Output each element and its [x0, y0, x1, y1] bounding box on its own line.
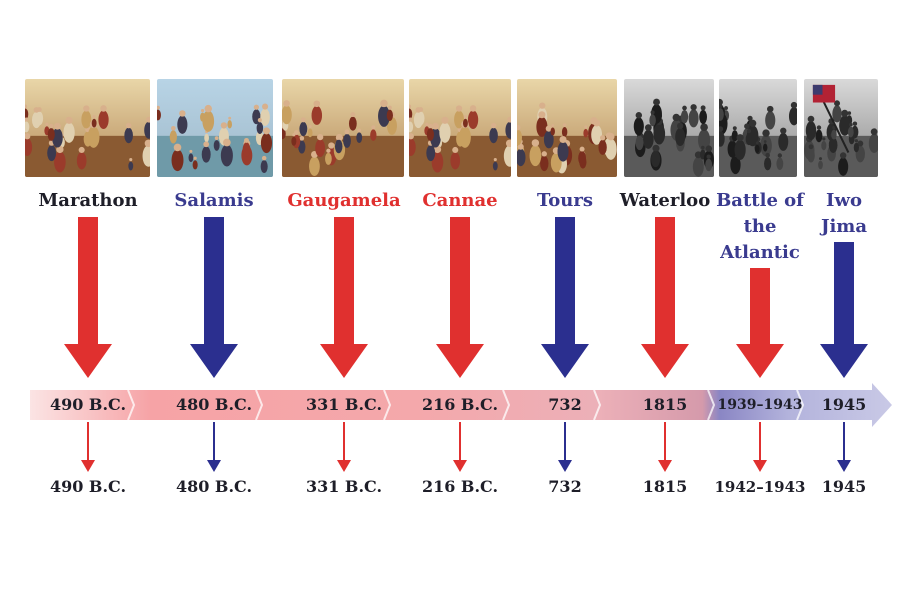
band-segment-dividers	[127, 389, 805, 421]
small-down-arrow-icon	[753, 422, 767, 472]
arrow-shape	[541, 217, 589, 378]
arrow-head	[453, 460, 467, 472]
bottom-year-atlantic: 1942–1943	[714, 478, 806, 496]
timeline-band-shape	[30, 383, 892, 427]
band-chevron	[127, 389, 136, 421]
battle-image-cannae	[409, 79, 511, 177]
arrow-shape	[641, 217, 689, 378]
down-arrow-icon	[64, 217, 112, 378]
band-year-atlantic: 1939–1943	[717, 397, 803, 413]
down-arrow-icon	[541, 217, 589, 378]
bottom-year-cannae: 216 B.C.	[421, 477, 499, 496]
small-down-arrow-icon	[453, 422, 467, 472]
band-chevron	[383, 389, 392, 421]
small-down-arrow-icon	[558, 422, 572, 472]
band-year-marathon: 490 B.C.	[49, 395, 127, 414]
battle-name-iwojima: Iwo Jima	[820, 190, 868, 237]
band-year-cannae: 216 B.C.	[421, 395, 499, 414]
band-chevron	[255, 389, 264, 421]
bw-flag-raising	[804, 79, 878, 177]
arrow-head	[658, 460, 672, 472]
battle-name-atlantic: Battle of the Atlantic	[716, 190, 804, 263]
arrow-shape	[320, 217, 368, 378]
down-arrow-icon	[641, 217, 689, 378]
arrow-shape	[190, 217, 238, 378]
battle-image-tours	[517, 79, 617, 177]
bottom-year-tours: 732	[548, 477, 582, 496]
bottom-year-gaugamela: 331 B.C.	[305, 477, 383, 496]
battle-name-cannae: Cannae	[422, 190, 498, 211]
bw-naval-scene	[624, 79, 714, 177]
painting-ancient-melee	[409, 79, 511, 177]
small-down-arrow-icon	[207, 422, 221, 472]
small-down-arrow-icon	[81, 422, 95, 472]
battle-image-gaugamela	[282, 79, 404, 177]
bottom-year-marathon: 490 B.C.	[49, 477, 127, 496]
band-chevron	[796, 389, 805, 421]
band-year-salamis: 480 B.C.	[175, 395, 253, 414]
small-down-arrow-icon	[837, 422, 851, 472]
bottom-year-waterloo: 1815	[642, 477, 688, 496]
band-chevron	[707, 389, 716, 421]
arrow-head	[753, 460, 767, 472]
down-arrow-icon	[820, 242, 868, 378]
bottom-year-iwojima: 1945	[821, 477, 867, 496]
painting-cavalry-battle	[282, 79, 404, 177]
down-arrow-icon	[436, 217, 484, 378]
bw-beach-landing	[719, 79, 797, 177]
battle-image-atlantic	[719, 79, 797, 177]
band-year-waterloo: 1815	[642, 395, 688, 414]
arrow-head	[837, 460, 851, 472]
battle-name-tours: Tours	[536, 190, 594, 211]
band-chevron	[593, 389, 602, 421]
battle-image-salamis	[157, 79, 273, 177]
bottom-year-salamis: 480 B.C.	[175, 477, 253, 496]
arrow-head	[207, 460, 221, 472]
battle-image-marathon	[25, 79, 150, 177]
arrow-shape	[820, 242, 868, 378]
battle-image-iwojima	[804, 79, 878, 177]
arrow-shape	[436, 217, 484, 378]
down-arrow-icon	[190, 217, 238, 378]
arrow-head	[558, 460, 572, 472]
band-year-gaugamela: 331 B.C.	[305, 395, 383, 414]
small-down-arrow-icon	[658, 422, 672, 472]
battle-name-marathon: Marathon	[38, 190, 138, 211]
painting-medieval-battle	[517, 79, 617, 177]
arrow-shape	[64, 217, 112, 378]
down-arrow-icon	[320, 217, 368, 378]
battle-name-salamis: Salamis	[174, 190, 254, 211]
battle-name-gaugamela: Gaugamela	[287, 190, 401, 211]
battle-image-waterloo	[624, 79, 714, 177]
arrow-head	[81, 460, 95, 472]
painting-ancient-crowd	[25, 79, 150, 177]
painting-naval-battle	[157, 79, 273, 177]
band-year-iwojima: 1945	[821, 395, 867, 414]
arrow-shape	[736, 268, 784, 378]
band-year-tours: 732	[548, 395, 582, 414]
small-down-arrow-icon	[337, 422, 351, 472]
band-chevron	[502, 389, 511, 421]
arrow-head	[337, 460, 351, 472]
down-arrow-icon	[736, 268, 784, 378]
battle-name-waterloo: Waterloo	[619, 190, 711, 211]
